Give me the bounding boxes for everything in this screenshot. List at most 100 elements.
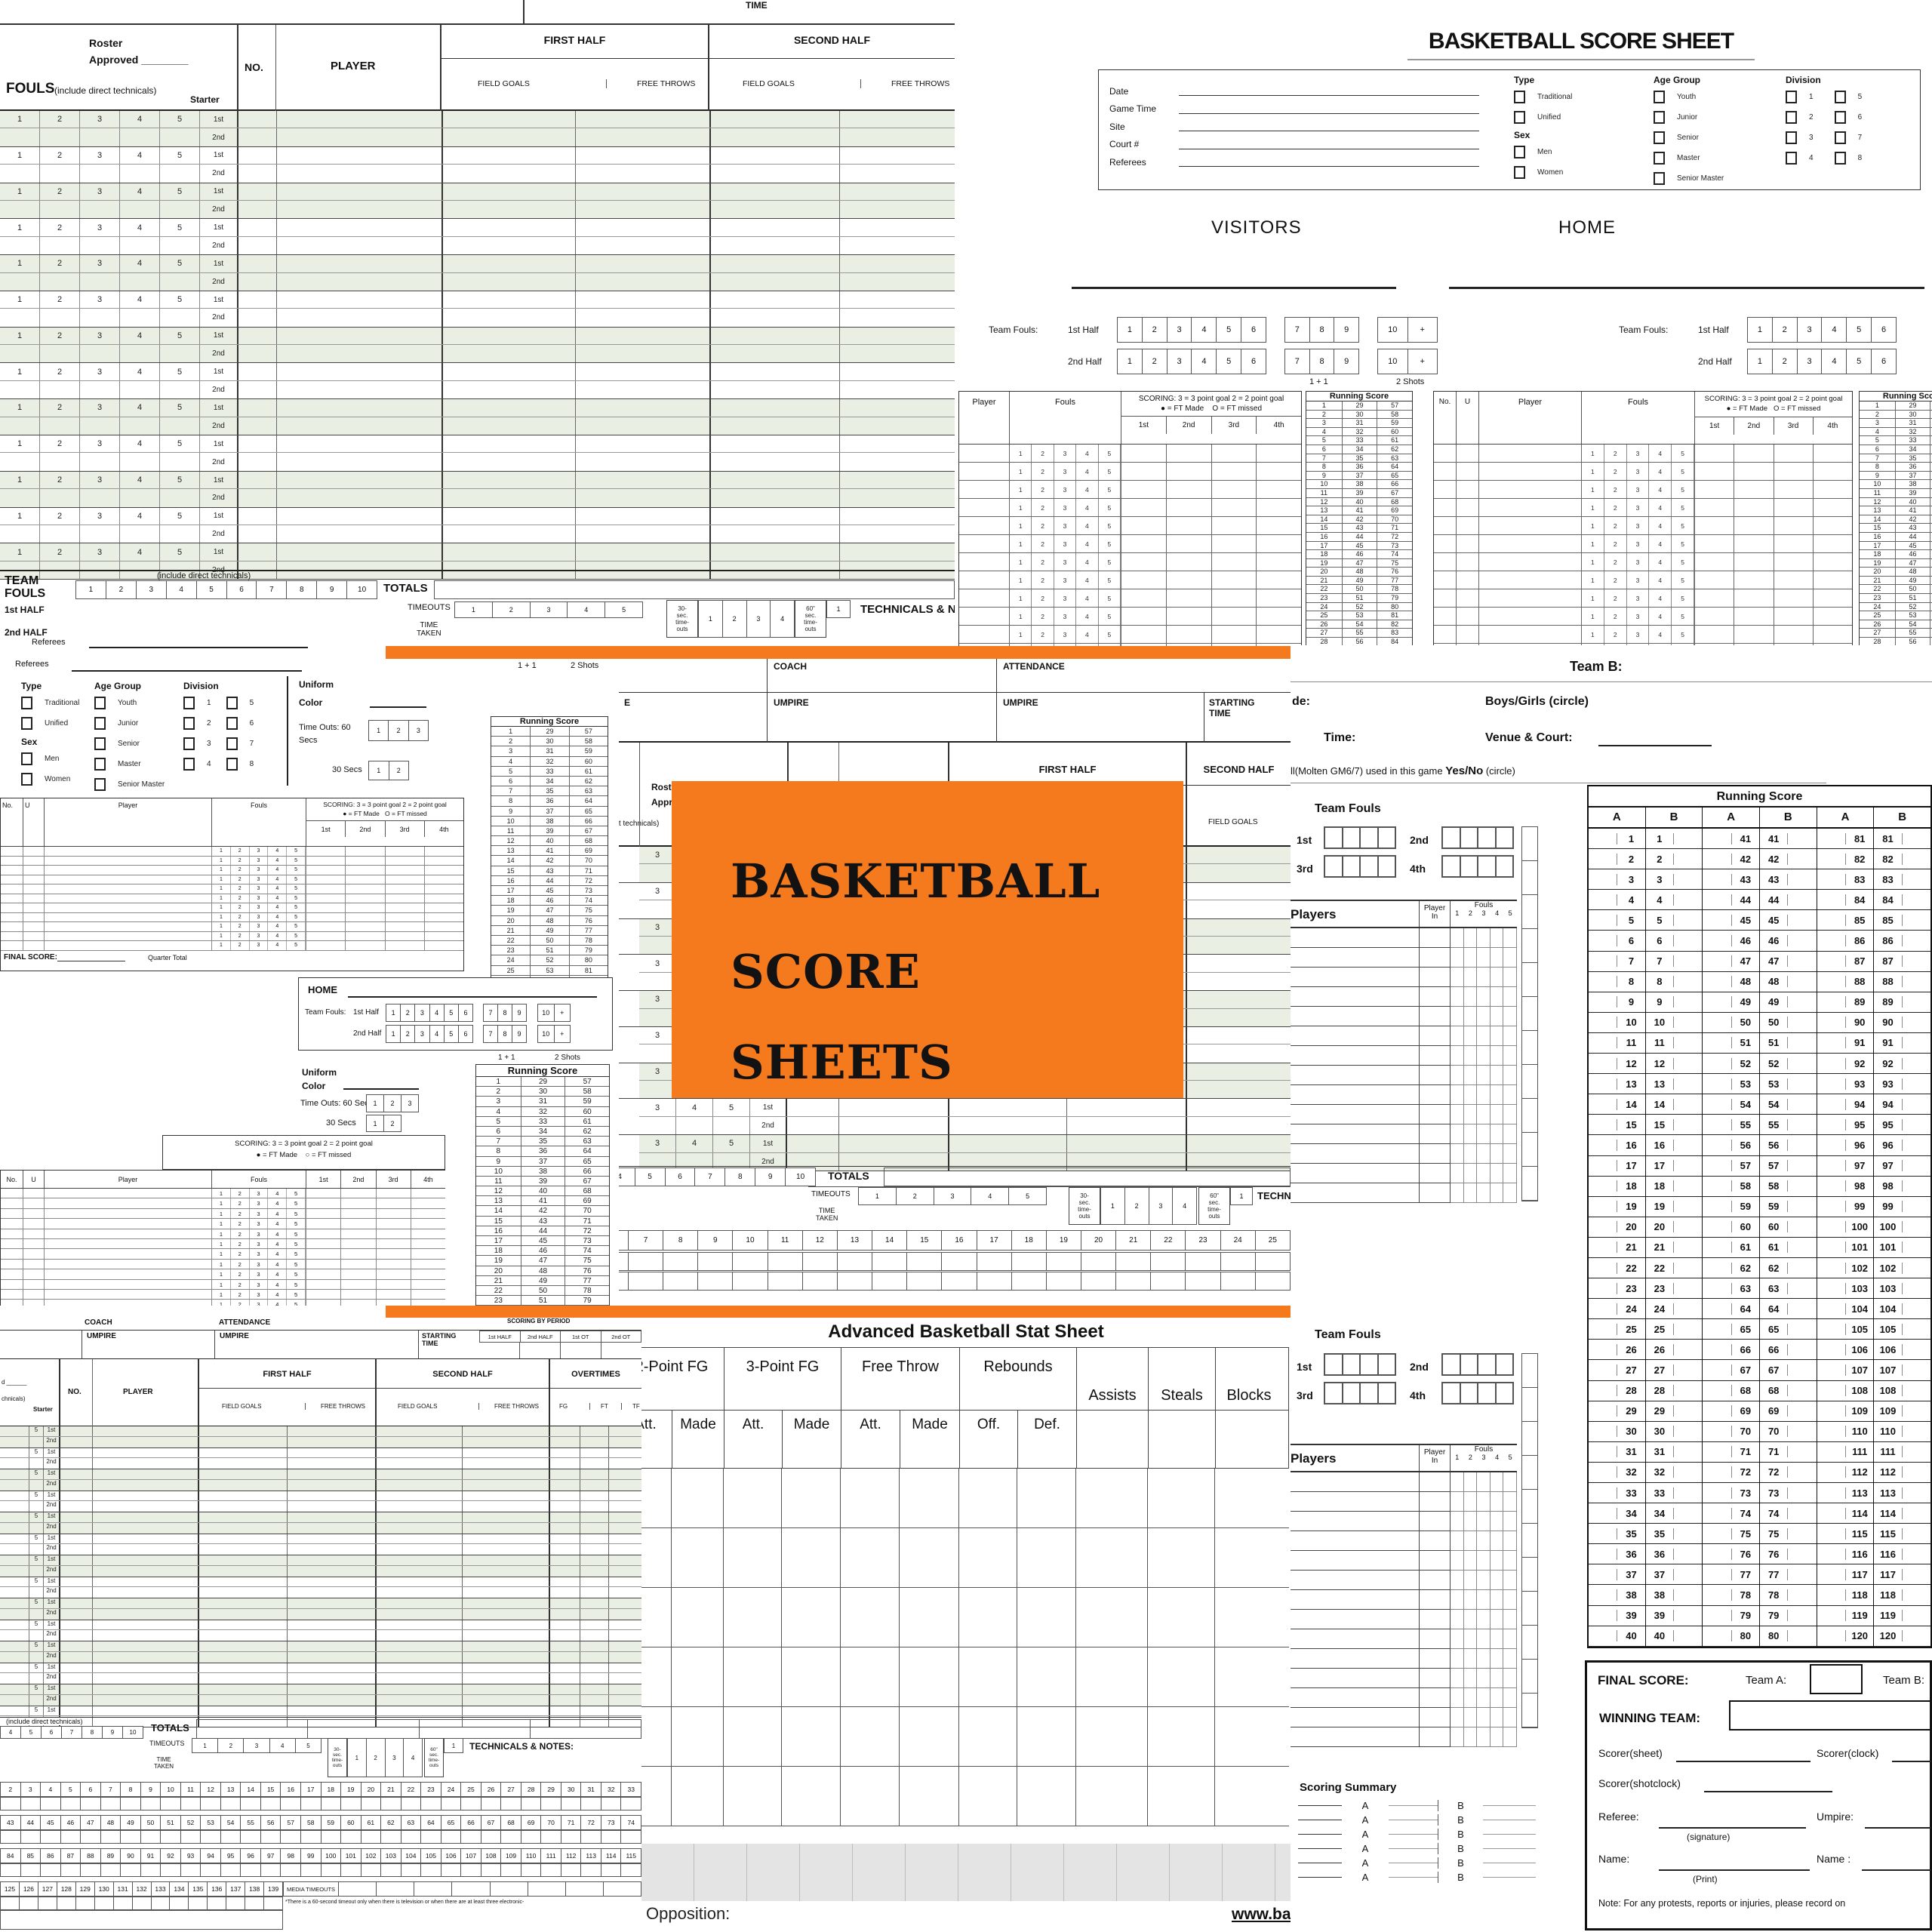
team-fouls-count-strip: 4 5 6 7 8 9 10: [0, 1726, 143, 1739]
winning-team-label: WINNING TEAM:: [1599, 1711, 1701, 1725]
first-half-label: 1st Half: [1698, 325, 1729, 335]
coach-label: COACH: [85, 1318, 112, 1327]
player-row: [1291, 1105, 1517, 1124]
age-option: Senior: [94, 734, 165, 754]
division-option: 1: [183, 693, 211, 713]
umpire-label: UMPIRE: [87, 1332, 116, 1340]
time-label: Time:: [1324, 731, 1356, 744]
referee-label: Referee:: [1598, 1810, 1639, 1823]
age-group-header: Age Group: [94, 681, 141, 691]
team-a-score-box: [1810, 1664, 1863, 1694]
checkbox-icon: [1514, 91, 1525, 103]
score-column-a: 41 42 43 44 45 46 47 48 49 50 51 52 53 54 55 56 57 58 59 60…: [1702, 829, 1760, 1647]
fill-in-line: [1179, 140, 1479, 149]
type-option: Unified: [21, 713, 79, 734]
sex-option: Men: [1514, 142, 1572, 162]
sixty-sec-cell: 1: [826, 600, 851, 618]
technicals-notes-label: TECHNICALS & NOTES:: [469, 1741, 574, 1752]
player-row: [1291, 948, 1517, 968]
second-half-label: 2nd Half: [353, 1029, 382, 1038]
fill-in-line: [1179, 86, 1479, 97]
basketball-score-sheet-title: BASKETBALL SCORE SHEET: [1428, 29, 1734, 54]
sex-option: Women: [21, 769, 79, 789]
team-fouls-boxes: [1324, 1353, 1396, 1376]
info-field: Court #: [1109, 136, 1479, 154]
sheet-team-b: Team B: de: Boys/Girls (circle) Time: Ve…: [1291, 645, 1932, 1932]
running-score-column: 29 30 31 32 33 34 35 36 37 38 39 40 41 42 43 44 45 46 47 48…: [520, 1077, 565, 1306]
first-half-header: FIRST HALF: [543, 34, 606, 46]
period-label: 4th: [1410, 1389, 1426, 1401]
type-option: Unified: [1514, 107, 1572, 128]
team-fouls-boxes: [1324, 855, 1396, 878]
team-fouls-10-plus: 10 +: [537, 1004, 571, 1022]
technicals-label: TECHNICALS & NOTES:: [1257, 1190, 1291, 1201]
attendance-label: ATTENDANCE: [1003, 661, 1065, 672]
color-label: Color: [299, 697, 323, 708]
running-strip-empty: [0, 1897, 284, 1910]
grade-fragment: de:: [1292, 695, 1310, 708]
team-fouls-label: Team Fouls:: [1619, 325, 1669, 335]
second-half-header: SECOND HALF: [432, 1370, 493, 1379]
player-row: [1291, 1688, 1517, 1708]
checkbox-icon: [226, 697, 238, 709]
player-row: [1291, 1066, 1517, 1085]
totals-label: TOTALS: [151, 1722, 189, 1734]
fill-in-line: [1179, 122, 1479, 132]
scoring-legend-box: SCORING: 3 = 3 point goal 2 = 2 point go…: [162, 1135, 445, 1170]
age-option: Youth: [94, 693, 165, 713]
division-option: 5: [226, 693, 254, 713]
division-option: 4: [1786, 148, 1814, 168]
sixty-sec-cell: 1: [1230, 1187, 1253, 1205]
final-score-label: FINAL SCORE:: [4, 953, 57, 961]
running-strip-numbers: 43 44 45 46 47 48 49 50 51 52 53 54 55 56 57 58 59 60 61 62…: [0, 1815, 641, 1830]
include-technicals-label: (include direct technicals): [54, 85, 157, 96]
totals-label: TOTALS: [828, 1170, 869, 1182]
scoring-summary-header: Scoring Summary: [1300, 1781, 1397, 1794]
checkbox-icon: [1654, 131, 1665, 144]
fill-in-line: [1179, 104, 1479, 114]
banner-basketball-score-sheets: BASKETBALL SCORE SHEETS: [672, 781, 1183, 1098]
player-row: [1291, 968, 1517, 987]
team-b-heading: Team B:: [1570, 659, 1623, 674]
field-goals-header: FIELD GOALS: [743, 79, 795, 88]
steals-header: Steals: [1148, 1348, 1215, 1410]
two-point-fg-header: 2-Point FG: [641, 1358, 709, 1375]
checkbox-icon: [1514, 111, 1525, 124]
checkbox-icon: [1654, 111, 1665, 124]
checkbox-icon: [1834, 131, 1846, 144]
stat-row: [641, 1528, 1289, 1588]
signature-caption: (signature): [1687, 1832, 1730, 1842]
time-fragment-label: TIME: [746, 0, 768, 11]
running-strip-empty: [0, 1863, 641, 1877]
final-score-box: FINAL SCORE: Team A: Team B: WINNING TEA…: [1585, 1660, 1932, 1930]
type-option: Traditional: [1514, 87, 1572, 107]
player-row: [1291, 1669, 1517, 1688]
no-column-header: NO.: [245, 61, 263, 73]
